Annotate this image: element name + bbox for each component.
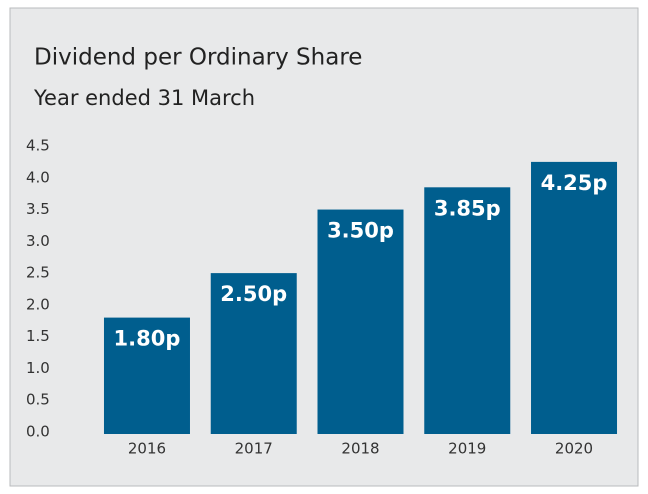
value-label: 2.50p [220,282,287,306]
y-tick-label: 4.0 [26,168,50,186]
bar [424,187,511,434]
y-tick-label: 0.0 [26,423,50,441]
value-label: 1.80p [114,327,181,351]
y-tick-label: 1.0 [26,359,50,377]
x-tick-label: 2019 [448,440,486,458]
x-tick-label: 2020 [555,440,593,458]
bar [210,273,297,434]
x-tick-label: 2016 [128,440,166,458]
bar [531,161,618,434]
y-tick-label: 2.0 [26,295,50,313]
y-tick-label: 1.5 [26,327,50,345]
y-tick-label: 3.0 [26,232,50,250]
value-label: 3.85p [434,196,501,220]
y-tick-label: 0.5 [26,391,50,409]
x-tick-label: 2018 [341,440,379,458]
value-label: 4.25p [541,171,608,195]
y-tick-label: 3.5 [26,200,50,218]
chart-title: Dividend per Ordinary Share [34,45,362,71]
bar [317,209,404,434]
x-tick-label: 2017 [235,440,273,458]
value-label: 3.50p [327,219,394,243]
y-tick-label: 2.5 [26,264,50,282]
chart-subtitle: Year ended 31 March [33,86,255,110]
y-tick-label: 4.5 [26,137,50,155]
bar [103,317,190,434]
